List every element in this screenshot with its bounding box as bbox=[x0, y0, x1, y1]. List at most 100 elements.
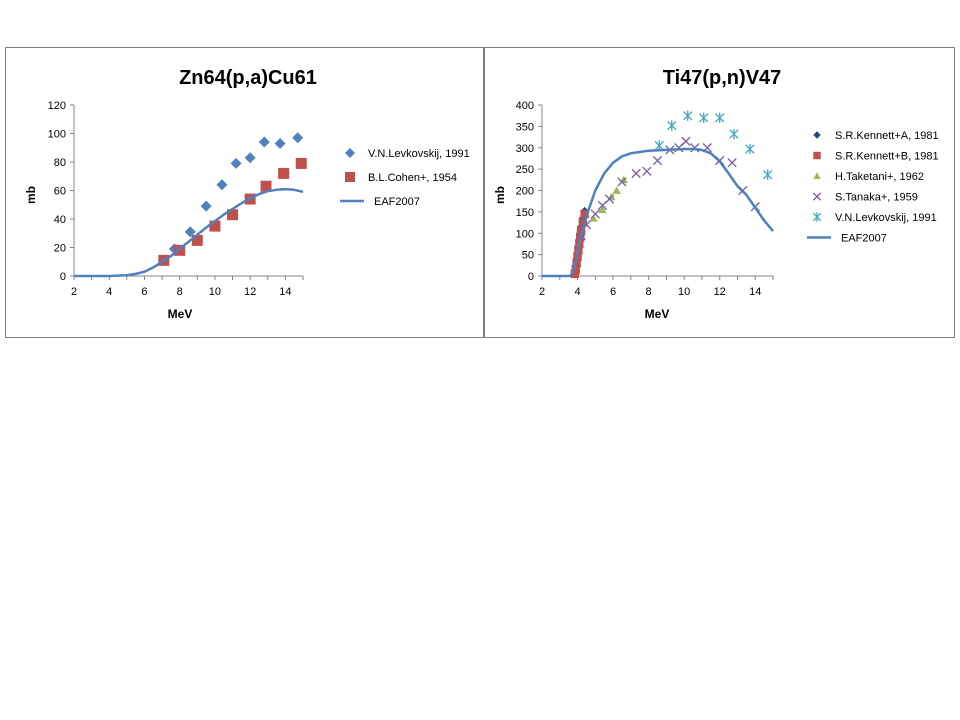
x-tick-label: 6 bbox=[610, 286, 616, 298]
data-point bbox=[652, 155, 663, 166]
x-tick-label: 14 bbox=[749, 286, 761, 298]
data-point bbox=[714, 112, 725, 124]
x-tick-label: 4 bbox=[106, 286, 112, 298]
x-tick-label: 4 bbox=[574, 286, 580, 298]
data-point bbox=[295, 157, 307, 169]
chart-frame bbox=[484, 47, 955, 338]
legend-label: V.N.Levkovskij, 1991 bbox=[368, 148, 470, 160]
x-tick-label: 6 bbox=[141, 286, 147, 298]
legend-label: S.R.Kennett+B, 1981 bbox=[835, 151, 939, 163]
y-tick-label: 60 bbox=[54, 186, 66, 198]
x-tick-label: 12 bbox=[714, 286, 726, 298]
chart-title: Zn64(p,a)Cu61 bbox=[179, 67, 317, 89]
legend-swatch bbox=[813, 172, 821, 179]
data-point bbox=[729, 128, 739, 140]
data-point bbox=[292, 132, 304, 144]
legend-swatch bbox=[813, 151, 821, 160]
y-tick-label: 350 bbox=[516, 121, 534, 133]
y-tick-label: 150 bbox=[516, 207, 534, 219]
data-point bbox=[745, 143, 755, 155]
x-tick-label: 2 bbox=[71, 286, 77, 298]
x-axis-label: MeV bbox=[168, 307, 193, 321]
x-tick-label: 10 bbox=[678, 286, 690, 298]
y-tick-label: 200 bbox=[516, 186, 534, 198]
y-axis-label: mb bbox=[24, 186, 38, 204]
data-point bbox=[762, 169, 773, 180]
data-point bbox=[612, 186, 621, 194]
y-tick-label: 100 bbox=[516, 228, 534, 240]
legend-swatch bbox=[345, 148, 355, 158]
legend-label: B.L.Cohen+, 1954 bbox=[368, 172, 457, 184]
y-tick-label: 0 bbox=[528, 271, 534, 283]
legend-swatch bbox=[813, 131, 821, 139]
x-tick-label: 14 bbox=[279, 286, 291, 298]
series-line bbox=[74, 187, 304, 278]
data-point bbox=[184, 226, 196, 238]
data-point bbox=[699, 112, 709, 124]
chart-panel-ti47: Ti47(p,n)V47 MeV mb 0 50 100 150 200 250 300 35… bbox=[484, 47, 955, 338]
y-tick-label: 20 bbox=[54, 243, 66, 255]
y-tick-label: 50 bbox=[522, 250, 534, 262]
data-point bbox=[570, 269, 580, 279]
legend-swatch bbox=[812, 212, 822, 222]
data-point bbox=[727, 158, 737, 168]
data-point bbox=[683, 110, 693, 121]
x-tick-label: 2 bbox=[539, 286, 545, 298]
legend-label: EAF2007 bbox=[841, 233, 887, 245]
data-point bbox=[617, 177, 627, 187]
y-tick-label: 0 bbox=[60, 271, 66, 283]
y-tick-label: 250 bbox=[516, 164, 534, 176]
data-point bbox=[216, 179, 228, 191]
data-point bbox=[274, 137, 286, 149]
data-point bbox=[631, 168, 641, 179]
series-line bbox=[542, 147, 774, 278]
legend-label: V.N.Levkovskij, 1991 bbox=[835, 212, 937, 224]
charts-container: Zn64(p,a)Cu61 MeV mb 0 20 40 60 80 100 120 2 4 6 8… bbox=[5, 47, 956, 339]
legend: V.N.Levkovskij, 1991 B.L.Cohen+, 1954 EAF2… bbox=[340, 148, 470, 208]
chart-title: Ti47(p,n)V47 bbox=[663, 67, 782, 89]
y-axis-label: mb bbox=[493, 186, 507, 204]
data-point bbox=[572, 258, 581, 268]
y-tick-label: 40 bbox=[54, 214, 66, 226]
plot-area: 0 20 40 60 80 100 120 2 4 6 8 10 12 14 bbox=[48, 100, 307, 298]
data-point bbox=[604, 194, 615, 204]
data-point bbox=[209, 220, 221, 232]
legend-label: H.Taketani+, 1962 bbox=[835, 171, 924, 183]
data-point bbox=[578, 218, 588, 227]
data-point bbox=[278, 167, 290, 179]
legend-label: S.Tanaka+, 1959 bbox=[835, 192, 918, 204]
chart-panel-zn64: Zn64(p,a)Cu61 MeV mb 0 20 40 60 80 100 120 2 4 6 8… bbox=[5, 47, 484, 338]
y-tick-label: 120 bbox=[48, 100, 66, 112]
x-axis-label: MeV bbox=[645, 307, 670, 321]
y-tick-label: 300 bbox=[516, 143, 534, 155]
x-tick-label: 8 bbox=[177, 286, 183, 298]
legend-label: EAF2007 bbox=[374, 196, 420, 208]
data-point bbox=[580, 209, 589, 219]
x-tick-label: 12 bbox=[244, 286, 256, 298]
legend: S.R.Kennett+A, 1981 S.R.Kennett+B, 1981 H.… bbox=[807, 130, 939, 245]
data-point bbox=[642, 166, 652, 176]
data-point bbox=[227, 209, 239, 221]
plot-area: 0 50 100 150 200 250 300 350 400 2 4 6 8 10 12 14 bbox=[516, 100, 774, 298]
chart-frame bbox=[5, 47, 484, 338]
data-point bbox=[191, 234, 203, 246]
x-tick-label: 10 bbox=[209, 286, 221, 298]
data-point bbox=[260, 180, 272, 192]
data-point bbox=[244, 152, 256, 164]
data-point bbox=[681, 136, 691, 147]
legend-label: S.R.Kennett+A, 1981 bbox=[835, 130, 939, 142]
data-point bbox=[598, 205, 607, 214]
data-point bbox=[571, 265, 580, 274]
data-point bbox=[667, 120, 677, 131]
x-tick-label: 8 bbox=[646, 286, 652, 298]
data-point bbox=[200, 200, 212, 212]
y-tick-label: 80 bbox=[54, 157, 66, 169]
y-tick-label: 400 bbox=[516, 100, 534, 112]
data-point bbox=[230, 157, 242, 169]
data-point bbox=[589, 214, 598, 222]
legend-swatch bbox=[345, 172, 355, 182]
data-point bbox=[590, 209, 601, 219]
legend-swatch bbox=[812, 192, 822, 201]
data-point bbox=[258, 136, 270, 148]
